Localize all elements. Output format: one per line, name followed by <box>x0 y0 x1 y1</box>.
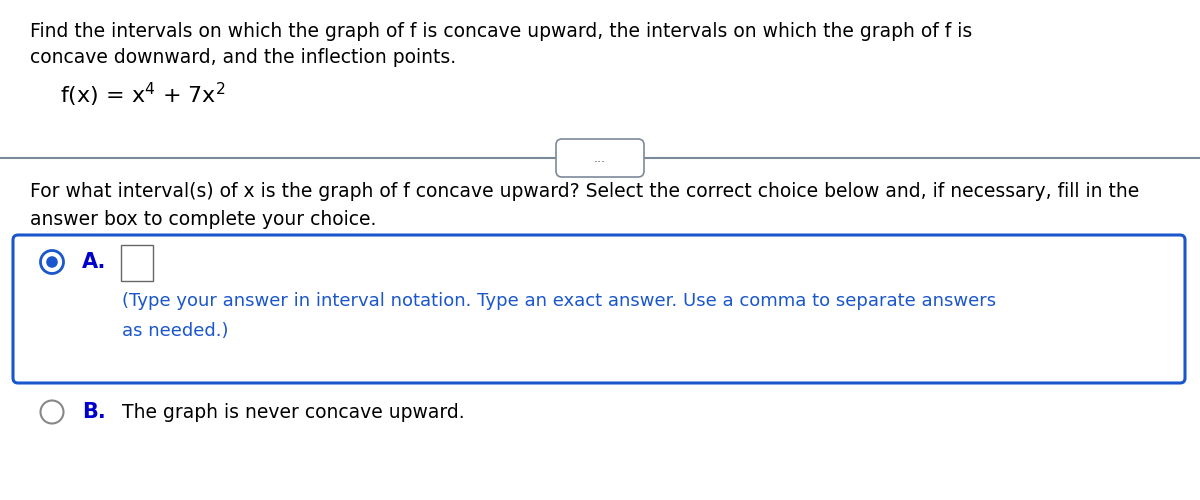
Text: as needed.): as needed.) <box>122 322 228 340</box>
Text: The graph is never concave upward.: The graph is never concave upward. <box>122 402 464 421</box>
FancyBboxPatch shape <box>13 235 1186 383</box>
Text: answer box to complete your choice.: answer box to complete your choice. <box>30 210 377 229</box>
Text: (Type your answer in interval notation. Type an exact answer. Use a comma to sep: (Type your answer in interval notation. … <box>122 292 996 310</box>
FancyBboxPatch shape <box>556 139 644 177</box>
Text: A.: A. <box>82 252 107 272</box>
Circle shape <box>47 256 58 268</box>
Text: concave downward, and the inflection points.: concave downward, and the inflection poi… <box>30 48 456 67</box>
Text: B.: B. <box>82 402 106 422</box>
Text: Find the intervals on which the graph of f is concave upward, the intervals on w: Find the intervals on which the graph of… <box>30 22 972 41</box>
Text: ...: ... <box>594 152 606 164</box>
Text: f(x) = x$\mathregular{^4}$ + 7x$\mathregular{^2}$: f(x) = x$\mathregular{^4}$ + 7x$\mathreg… <box>60 81 226 109</box>
FancyBboxPatch shape <box>121 245 154 281</box>
Text: For what interval(s) of x is the graph of f concave upward? Select the correct c: For what interval(s) of x is the graph o… <box>30 182 1139 201</box>
